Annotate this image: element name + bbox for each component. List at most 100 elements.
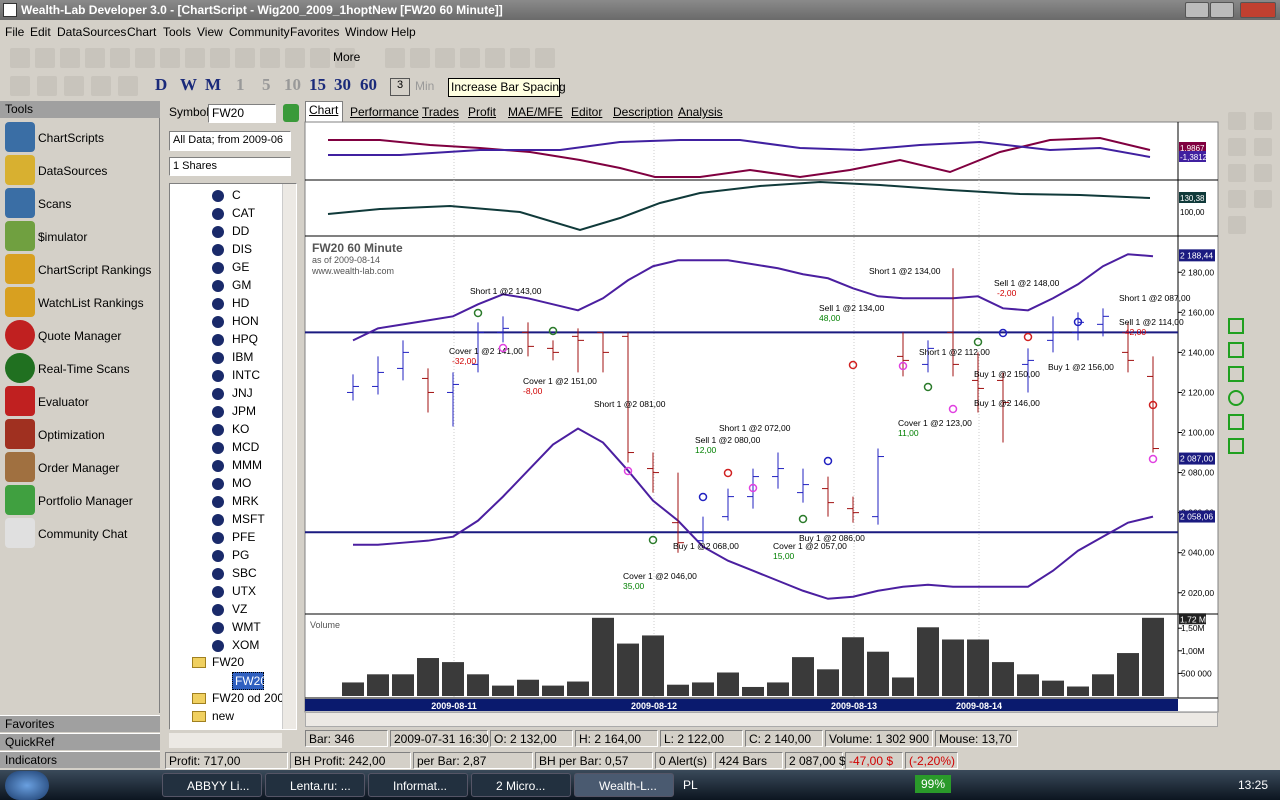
menu-item[interactable]: Chart: [127, 25, 157, 39]
toolbar-button[interactable]: [85, 48, 105, 68]
symbol-item[interactable]: UTX: [232, 584, 256, 598]
tool-item[interactable]: Real-Time Scans: [38, 362, 130, 376]
menu-item[interactable]: DataSources: [57, 25, 127, 39]
taskbar-button[interactable]: Lenta.ru: ...: [265, 773, 365, 797]
mdi-controls[interactable]: [1218, 24, 1276, 40]
drawing-tool[interactable]: [1254, 112, 1272, 130]
toolbar-button[interactable]: [37, 76, 57, 96]
tool-item[interactable]: Portfolio Manager: [38, 494, 133, 508]
tools-footer[interactable]: QuickRef: [0, 733, 160, 750]
menu-item[interactable]: Favorites: [290, 25, 340, 39]
drawing-tool[interactable]: [1254, 138, 1272, 156]
scale-button[interactable]: 60: [360, 75, 377, 94]
window-button[interactable]: [1210, 2, 1234, 18]
symbol-item[interactable]: MO: [232, 476, 252, 490]
window-button[interactable]: [1185, 2, 1209, 18]
folder-item[interactable]: FW20 od 2005: [212, 691, 291, 705]
tool-item[interactable]: ChartScript Rankings: [38, 263, 152, 277]
menu-item[interactable]: Tools: [163, 25, 192, 39]
toolbar-button[interactable]: [118, 76, 138, 96]
battery[interactable]: 99%: [915, 775, 951, 793]
symbol-item[interactable]: GE: [232, 260, 250, 274]
more-button[interactable]: More: [333, 50, 361, 64]
tab[interactable]: Description: [613, 105, 674, 119]
symbol-item[interactable]: GM: [232, 278, 252, 292]
toolbar-button[interactable]: [10, 48, 30, 68]
clock[interactable]: 13:25: [1238, 778, 1269, 792]
toolbar-button[interactable]: [460, 48, 480, 68]
symbol-item[interactable]: HD: [232, 296, 250, 310]
scale-button[interactable]: D: [155, 75, 168, 94]
tool-icon[interactable]: [5, 485, 35, 515]
tool-item[interactable]: Optimization: [38, 428, 105, 442]
toolbar-button[interactable]: [260, 48, 280, 68]
symbol-item[interactable]: HON: [232, 314, 259, 328]
toolbar-button[interactable]: [410, 48, 430, 68]
symbol-item[interactable]: HPQ: [232, 332, 259, 346]
taskbar-button[interactable]: Informat...: [368, 773, 468, 797]
tool-icon[interactable]: [5, 452, 35, 482]
toolbar-button[interactable]: [64, 76, 84, 96]
selected-item[interactable]: FW20: [232, 672, 267, 690]
scale-button[interactable]: W: [180, 75, 197, 94]
symbol-item[interactable]: KO: [232, 422, 250, 436]
tool-icon[interactable]: [5, 155, 35, 185]
drawing-tool[interactable]: [1228, 112, 1246, 130]
drawing-tool[interactable]: [1228, 216, 1246, 234]
start-button[interactable]: [5, 771, 49, 800]
drawing-tool[interactable]: [1228, 138, 1246, 156]
symbol-item[interactable]: INTC: [232, 368, 260, 382]
tool-item[interactable]: Order Manager: [38, 461, 120, 475]
symbol-item[interactable]: JPM: [232, 404, 256, 418]
menu-item[interactable]: Edit: [30, 25, 51, 39]
toolbar-button[interactable]: [510, 48, 530, 68]
toolbar-button[interactable]: [385, 48, 405, 68]
symbol-item[interactable]: IBM: [232, 350, 254, 364]
tool-icon[interactable]: [5, 353, 35, 383]
symbol-item[interactable]: PG: [232, 548, 250, 562]
symbol-item[interactable]: WMT: [232, 620, 261, 634]
bar-count[interactable]: 3: [390, 78, 410, 96]
symbol-item[interactable]: JNJ: [232, 386, 253, 400]
tool-item[interactable]: Evaluator: [38, 395, 89, 409]
symbol-item[interactable]: MRK: [232, 494, 259, 508]
symbol-item[interactable]: MMM: [232, 458, 262, 472]
tool-item[interactable]: Quote Manager: [38, 329, 122, 343]
toolbar-button[interactable]: [535, 48, 555, 68]
toolbar-button[interactable]: [35, 48, 55, 68]
symbol-item[interactable]: CAT: [232, 206, 256, 220]
symbol-item[interactable]: DIS: [232, 242, 253, 256]
tool-icon[interactable]: [5, 122, 35, 152]
tab[interactable]: Trades: [422, 105, 459, 119]
symbol-item[interactable]: PFE: [232, 530, 256, 544]
symbol-item[interactable]: SBC: [232, 566, 257, 580]
drawing-tool[interactable]: [1254, 164, 1272, 182]
tool-item[interactable]: Scans: [38, 197, 72, 211]
symbol-item[interactable]: XOM: [232, 638, 260, 652]
drawing-tool[interactable]: [1228, 390, 1244, 406]
toolbar-button[interactable]: [210, 48, 230, 68]
toolbar-button[interactable]: [135, 48, 155, 68]
drawing-tool[interactable]: [1228, 164, 1246, 182]
toolbar-button[interactable]: [335, 48, 355, 68]
toolbar-button[interactable]: [60, 48, 80, 68]
drawing-tool[interactable]: [1254, 190, 1272, 208]
tool-item[interactable]: $imulator: [38, 230, 88, 244]
tool-icon[interactable]: [5, 188, 35, 218]
tab[interactable]: MAE/MFE: [508, 105, 563, 119]
tool-item[interactable]: Community Chat: [38, 527, 128, 541]
go-button[interactable]: [283, 104, 299, 122]
tool-icon[interactable]: [5, 287, 35, 317]
scale-button[interactable]: 30: [334, 75, 351, 94]
taskbar-button[interactable]: ABBYY Li...: [162, 773, 262, 797]
tab[interactable]: Editor: [571, 105, 603, 119]
toolbar-button[interactable]: [160, 48, 180, 68]
scale-button[interactable]: M: [205, 75, 222, 94]
drawing-tool[interactable]: [1228, 190, 1246, 208]
scale-button[interactable]: 15: [309, 75, 326, 94]
scale-button[interactable]: 1: [236, 75, 245, 94]
tab[interactable]: Analysis: [678, 105, 723, 119]
menu-item[interactable]: File: [5, 25, 25, 39]
tab[interactable]: Performance: [350, 105, 419, 119]
symbol-item[interactable]: MSFT: [232, 512, 265, 526]
